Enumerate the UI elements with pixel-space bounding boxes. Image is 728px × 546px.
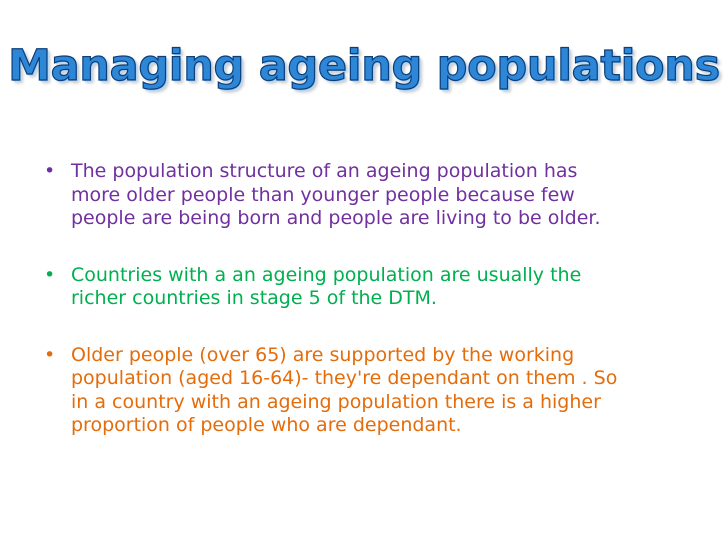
bullet-text: Countries with a an ageing population ar…: [71, 263, 582, 310]
bullet-text: The population structure of an ageing po…: [71, 160, 601, 229]
slide-title: Managing ageing populations: [7, 40, 720, 91]
bullet-item-dependants: • Older people (over 65) are supported b…: [40, 344, 620, 438]
bullet-dot-icon: •: [44, 160, 56, 182]
bullet-item-richer-countries: • Countries with a an ageing population …: [40, 264, 620, 311]
bullet-dot-icon: •: [44, 263, 56, 286]
bullet-dot-icon: •: [44, 343, 56, 366]
bullet-text: Older people (over 65) are supported by …: [71, 343, 618, 437]
bullet-item-population-structure: • The population structure of an ageing …: [40, 160, 620, 231]
bullet-list: • The population structure of an ageing …: [40, 160, 620, 471]
